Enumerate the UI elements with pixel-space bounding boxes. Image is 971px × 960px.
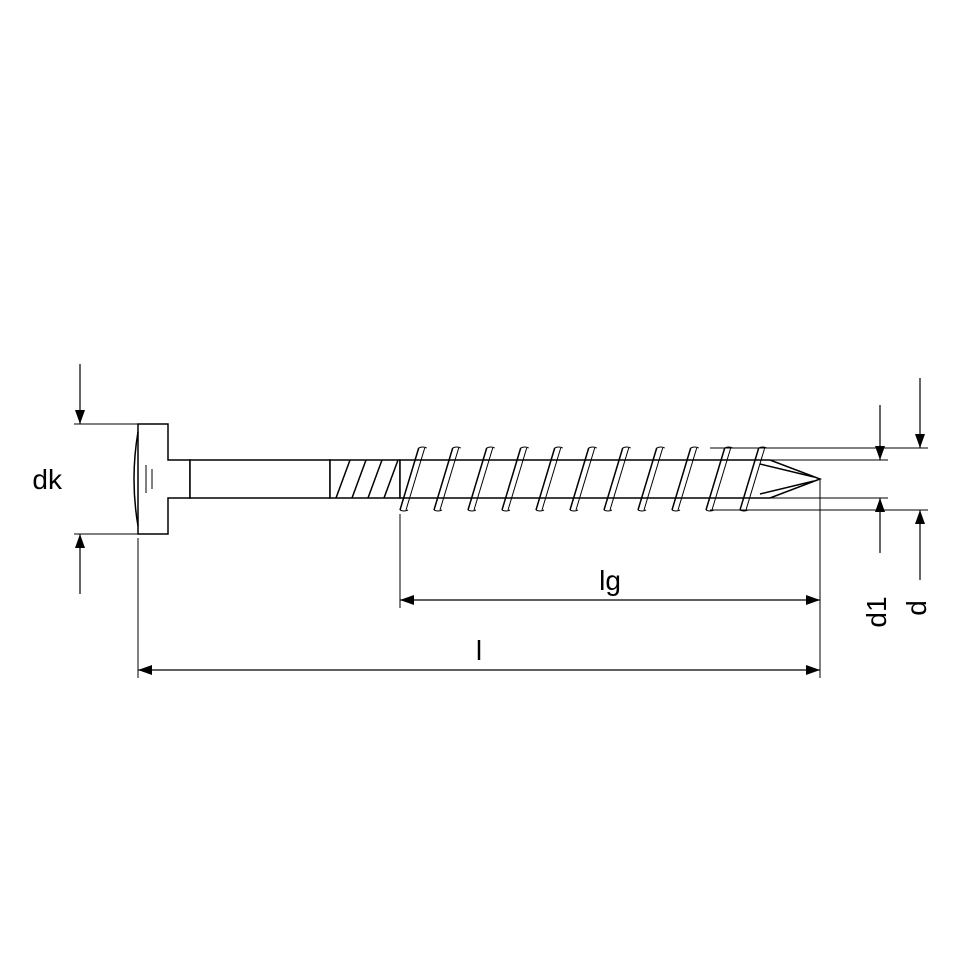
label-l: l (476, 635, 482, 666)
thread-crest (623, 447, 631, 448)
arrow-head (75, 534, 85, 548)
thread-crest (691, 447, 699, 448)
arrow-head (806, 665, 820, 675)
thread-crest (434, 510, 442, 511)
label-d1: d1 (861, 596, 892, 627)
screw-shank (190, 460, 330, 498)
label-dk: dk (32, 464, 63, 495)
thread-crest (657, 447, 665, 448)
label-lg: lg (599, 565, 621, 596)
arrow-head (138, 665, 152, 675)
label-d: d (901, 600, 932, 616)
thread-crest (453, 447, 461, 448)
thread-crest (419, 447, 427, 448)
thread-crest (604, 510, 612, 511)
thread-crest (487, 447, 495, 448)
arrow-head (806, 595, 820, 605)
thread-crest (555, 447, 563, 448)
thread-crest (672, 510, 680, 511)
thread-crest (536, 510, 544, 511)
thread-crest (468, 510, 476, 511)
thread-crest (589, 447, 597, 448)
thread-crest (400, 510, 408, 511)
arrow-head (400, 595, 414, 605)
thread-crest (570, 510, 578, 511)
screw-mill-section (330, 460, 400, 498)
thread-crest (521, 447, 529, 448)
arrow-head (915, 434, 925, 448)
thread-crest (502, 510, 510, 511)
arrow-head (75, 410, 85, 424)
thread-crest (638, 510, 646, 511)
arrow-head (915, 510, 925, 524)
